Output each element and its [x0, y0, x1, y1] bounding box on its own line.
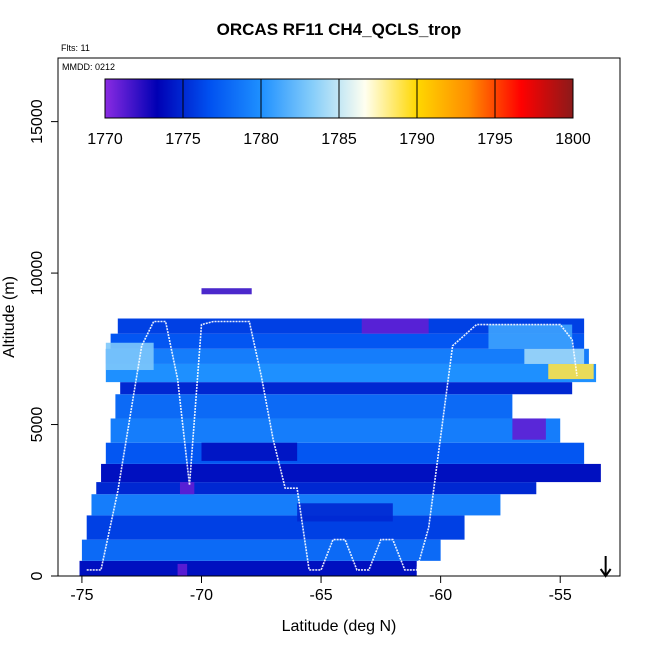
x-tick-label: -65 — [310, 587, 333, 604]
heatmap-band — [110, 418, 561, 443]
colorbar-tick-label: 1780 — [243, 131, 279, 148]
x-axis: -75 -70 -65 -60 -55 — [70, 575, 572, 604]
heatmap-patch — [524, 348, 585, 364]
flights-note: Flts: 11 — [61, 43, 90, 53]
y-tick-label: 15000 — [29, 99, 46, 144]
x-tick-label: -70 — [190, 587, 213, 604]
x-tick-label: -55 — [549, 587, 572, 604]
chart-title: ORCAS RF11 CH4_QCLS_trop — [217, 20, 462, 39]
heatmap-patch — [488, 324, 573, 349]
heatmap-band — [101, 463, 601, 483]
colorbar: 1770 1775 1780 1785 1790 1795 1800 — [87, 78, 591, 148]
heatmap-cells — [79, 288, 601, 576]
heatmap-patch — [177, 563, 188, 576]
colorbar-tick-label: 1785 — [321, 131, 357, 148]
y-axis-label: Altitude (m) — [1, 276, 18, 358]
heatmap-band — [115, 394, 513, 419]
x-axis-label: Latitude (deg N) — [282, 618, 397, 635]
heatmap-patch — [361, 318, 429, 334]
colorbar-tick-label: 1795 — [477, 131, 513, 148]
x-tick-label: -60 — [429, 587, 452, 604]
heatmap-patch — [201, 442, 298, 461]
y-tick-label: 5000 — [29, 407, 46, 443]
heatmap-band — [105, 442, 585, 464]
arrow-head — [599, 568, 612, 578]
heatmap-band — [120, 382, 573, 395]
heatmap-patch — [297, 503, 393, 522]
flight-track-line — [86, 320, 578, 571]
heatmap-band — [86, 515, 465, 540]
heatmap-patch — [201, 288, 252, 295]
end-marker-arrow-icon — [599, 556, 612, 578]
heatmap-patch — [512, 418, 546, 440]
heatmap-band — [91, 494, 501, 516]
y-tick-label: 0 — [29, 571, 46, 580]
heatmap-band — [105, 363, 597, 383]
heatmap-band — [79, 560, 417, 576]
heatmap-band — [110, 333, 585, 349]
heatmap-band — [117, 318, 585, 334]
heatmap-patch — [105, 342, 154, 371]
date-note: MMDD: 0212 — [62, 62, 115, 72]
heatmap-patch — [179, 482, 195, 495]
flight-tracks — [86, 320, 578, 571]
colorbar-tick-label: 1800 — [555, 131, 591, 148]
y-tick-label: 10000 — [29, 251, 46, 296]
heatmap-patch — [548, 363, 594, 380]
colorbar-tick-label: 1790 — [399, 131, 435, 148]
y-axis: 0 5000 10000 15000 — [29, 99, 58, 580]
colorbar-tick-label: 1770 — [87, 131, 123, 148]
colorbar-tick-label: 1775 — [165, 131, 201, 148]
heatmap-band — [81, 539, 441, 561]
x-tick-label: -75 — [70, 587, 93, 604]
heatmap-band — [105, 348, 589, 364]
heatmap-band — [96, 482, 537, 495]
